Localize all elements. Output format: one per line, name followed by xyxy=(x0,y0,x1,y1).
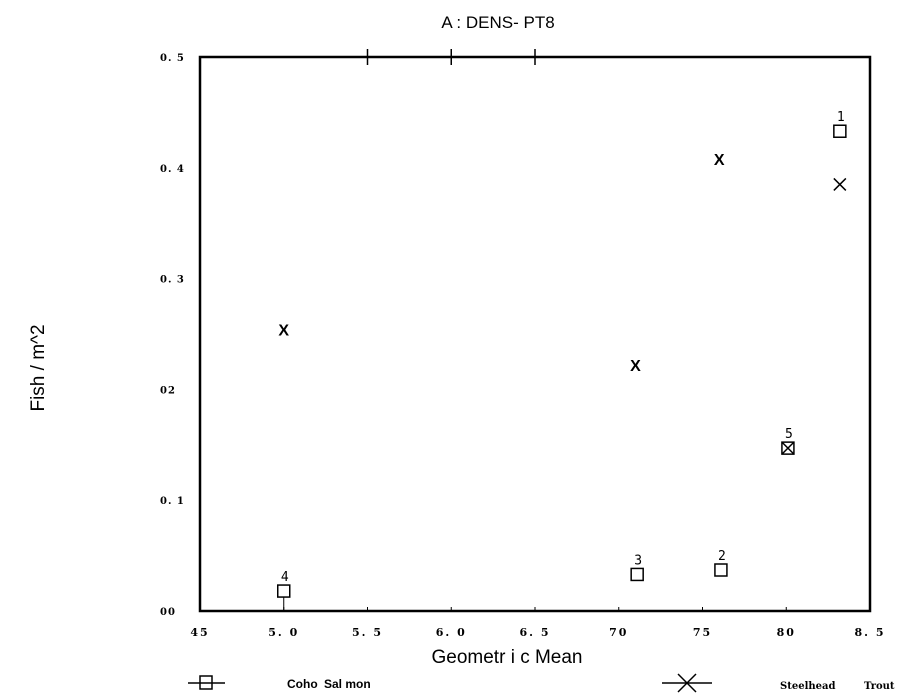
legend-steelhead-word1: Steelhead xyxy=(780,681,835,692)
coho-salmon-point: 5 xyxy=(781,427,795,455)
point-label: 4 xyxy=(281,570,289,585)
y-tick-label: 0. 4 xyxy=(160,164,185,175)
svg-text:X: X xyxy=(278,323,289,340)
coho-salmon-point: 4 xyxy=(277,570,291,611)
steelhead-point: X xyxy=(278,323,289,340)
y-tick-label: 0. 1 xyxy=(160,496,185,507)
chart-title: A : DENS- PT8 xyxy=(441,13,554,32)
plot-frame xyxy=(198,55,872,613)
legend-coho-word1: Coho xyxy=(287,677,318,691)
x-tick-label: 8. 5 xyxy=(855,626,886,639)
x-axis-label: Geometr i c Mean xyxy=(432,647,583,668)
steelhead-point: X xyxy=(630,358,641,375)
legend-coho-label: Coho Sal mon xyxy=(287,677,371,691)
y-tick-label: 0. 5 xyxy=(160,53,185,64)
x-tick-label: 5. 0 xyxy=(268,626,299,639)
point-label: 3 xyxy=(634,553,642,568)
x-tick-label: 45 xyxy=(190,626,209,639)
top-axis-ticks xyxy=(366,49,536,65)
steelhead-point xyxy=(781,441,795,455)
legend-steelhead-marker xyxy=(662,673,712,693)
x-tick-label: 70 xyxy=(609,626,628,639)
point-label: 5 xyxy=(785,427,793,442)
y-tick-label: 02 xyxy=(160,385,176,396)
data-points: X X X 1 2 3 4 5 xyxy=(277,110,847,611)
point-label: 2 xyxy=(718,549,726,564)
y-axis-tick-labels: 00 0. 1 02 0. 3 0. 4 0. 5 xyxy=(160,53,185,618)
y-tick-label: 00 xyxy=(160,607,176,618)
legend-coho-word2: Sal mon xyxy=(324,677,371,691)
steelhead-point xyxy=(833,177,847,191)
coho-salmon-point: 2 xyxy=(714,549,728,577)
y-axis-label: Fish / m^2 xyxy=(28,324,49,411)
legend-coho-marker xyxy=(188,675,225,690)
x-axis-tick-labels: 45 5. 0 5. 5 6. 0 6. 5 70 75 80 8. 5 xyxy=(190,607,886,639)
legend-steelhead-word2: Trout xyxy=(864,681,895,692)
x-tick-label: 80 xyxy=(777,626,796,639)
x-tick-label: 75 xyxy=(693,626,712,639)
coho-salmon-point: 3 xyxy=(630,553,644,582)
coho-salmon-point: 1 xyxy=(833,110,847,138)
svg-text:X: X xyxy=(714,152,725,169)
x-tick-label: 5. 5 xyxy=(352,626,383,639)
point-label: 1 xyxy=(837,110,845,125)
x-tick-label: 6. 0 xyxy=(436,626,467,639)
legend: Coho Sal mon Steelhead Trout xyxy=(188,673,895,693)
y-tick-label: 0. 3 xyxy=(160,275,185,286)
x-tick-label: 6. 5 xyxy=(520,626,551,639)
steelhead-point: X xyxy=(714,152,725,169)
svg-text:X: X xyxy=(630,358,641,375)
